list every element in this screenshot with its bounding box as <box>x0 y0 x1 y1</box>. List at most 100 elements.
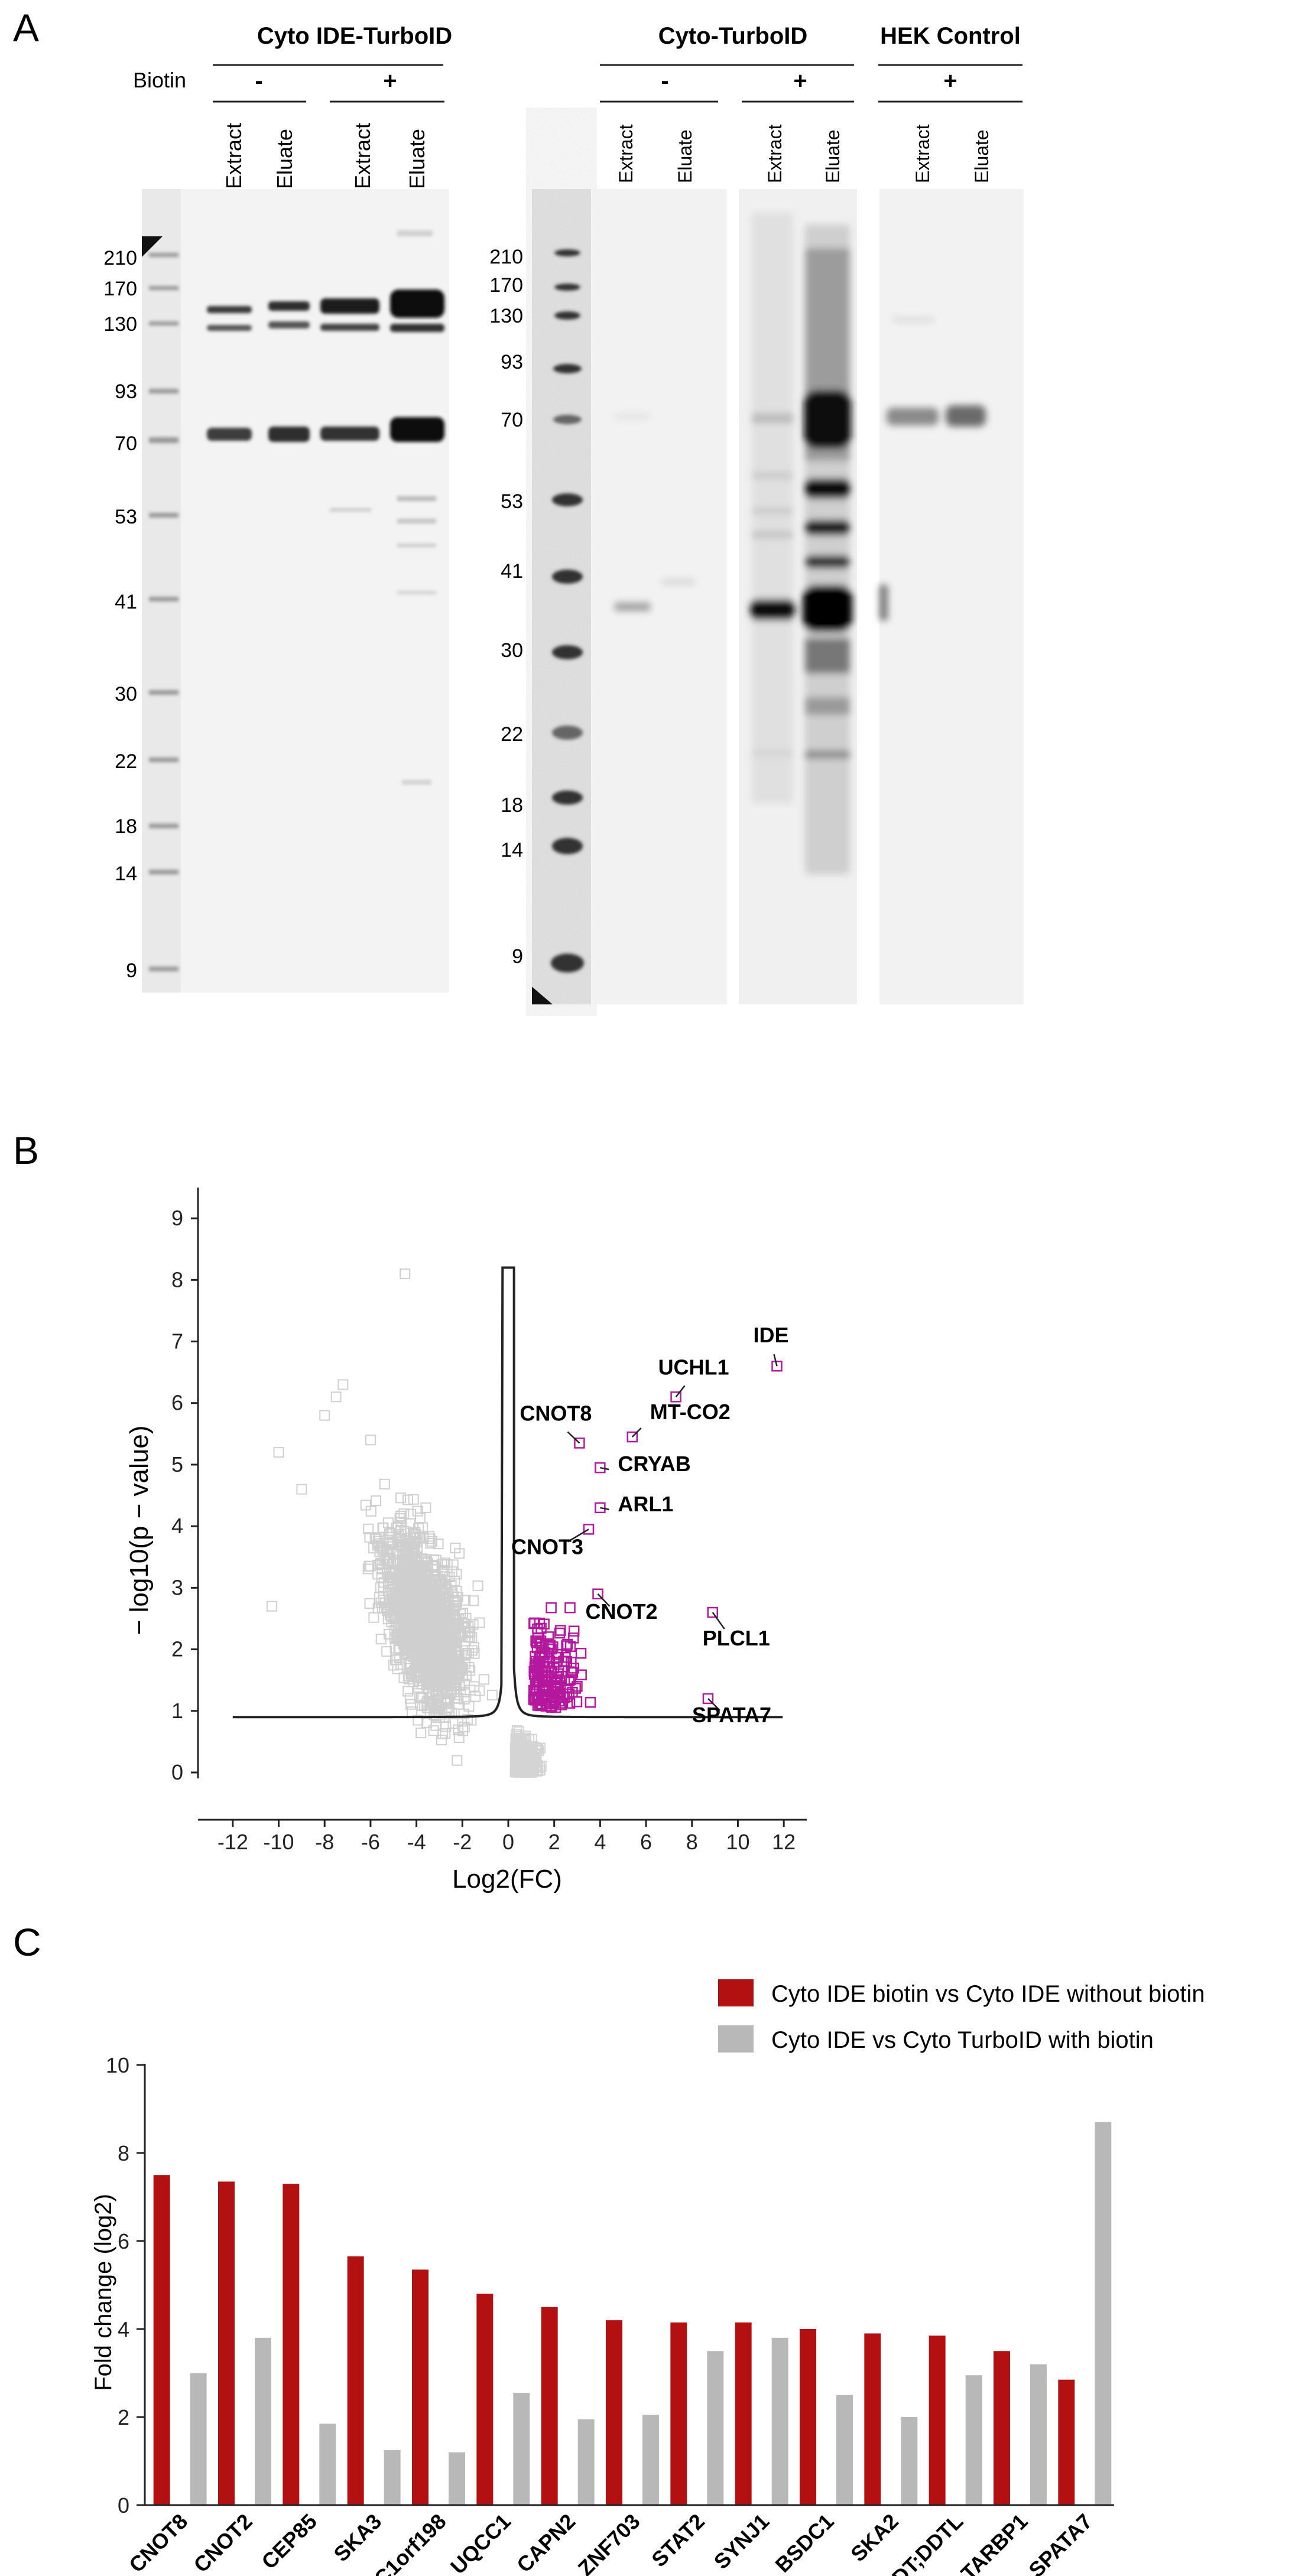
mw-marker: 14 <box>501 839 523 861</box>
point-label: UCHL1 <box>658 1355 729 1379</box>
background-point <box>469 1648 480 1659</box>
background-point <box>273 1447 284 1458</box>
background-point <box>360 1500 371 1511</box>
y-tick-label: 8 <box>171 1267 183 1292</box>
background-point <box>459 1686 470 1697</box>
bar-series-1 <box>994 2351 1010 2505</box>
background-point <box>446 1566 457 1578</box>
background-point <box>375 1597 387 1608</box>
background-point <box>422 1676 433 1687</box>
background-point <box>439 1557 450 1569</box>
labeled-point <box>592 1588 603 1600</box>
background-point <box>458 1708 469 1719</box>
category-label: SYNJ1 <box>709 2509 774 2574</box>
background-point <box>520 1761 531 1772</box>
gel2-plus: + <box>793 68 807 94</box>
background-point <box>384 1528 395 1539</box>
bar-series-2 <box>965 2375 982 2505</box>
significant-point <box>552 1648 563 1660</box>
bar-series-2 <box>255 2337 271 2505</box>
point-label: IDE <box>753 1323 788 1347</box>
background-point <box>421 1641 432 1653</box>
background-point <box>433 1684 444 1695</box>
significant-point <box>561 1638 573 1650</box>
background-point <box>389 1642 401 1654</box>
point-label: CNOT3 <box>511 1534 583 1559</box>
background-point <box>439 1599 450 1611</box>
fold-change-bar-chart: C Cyto IDE biotin vs Cyto IDE without bi… <box>13 1920 1205 2576</box>
y-tick-label: 3 <box>171 1575 183 1599</box>
background-point <box>459 1693 470 1705</box>
background-point <box>378 1543 389 1554</box>
gel1-membrane <box>142 189 449 993</box>
bar-series-2 <box>707 2351 724 2505</box>
point-label: SPATA7 <box>692 1703 771 1727</box>
x-tick-label: -8 <box>315 1830 334 1854</box>
background-point <box>406 1671 417 1682</box>
background-point <box>414 1513 426 1524</box>
labeled-point <box>707 1606 718 1618</box>
point-label: CNOT2 <box>585 1599 657 1624</box>
gel2-mw-markers: 210 170 130 93 70 53 41 30 22 18 14 9 <box>489 246 523 968</box>
mw-marker: 170 <box>489 274 523 297</box>
lane-label-extract: Extract <box>222 123 246 189</box>
background-point <box>375 1634 387 1645</box>
bar-series-2 <box>642 2415 659 2505</box>
background-point <box>474 1617 485 1628</box>
background-point <box>378 1594 389 1605</box>
background-point <box>385 1547 396 1558</box>
label-leader <box>597 1593 611 1607</box>
bar-series-1 <box>864 2333 881 2505</box>
y-tick-label: 6 <box>171 1391 183 1415</box>
background-point <box>400 1554 411 1566</box>
y-tick-label: 9 <box>171 1206 183 1230</box>
gel2-minus: - <box>661 68 668 94</box>
category-label: SPATA7 <box>1024 2509 1097 2576</box>
label-leader <box>707 1698 720 1711</box>
background-point <box>533 1765 544 1777</box>
significant-point <box>564 1602 576 1614</box>
background-point <box>402 1494 414 1505</box>
background-point <box>465 1684 476 1696</box>
background-point <box>365 1505 376 1517</box>
labeled-point <box>702 1693 714 1705</box>
volcano-ylabel: − log10(p − value) <box>125 1426 154 1635</box>
bar-ylabel: Fold change (log2) <box>90 2194 116 2391</box>
panel-b-label: B <box>13 1128 39 1172</box>
background-point <box>426 1592 437 1604</box>
legend-label-series-1: Cyto IDE biotin vs Cyto IDE without biot… <box>771 1981 1205 2007</box>
background-point <box>395 1659 407 1670</box>
labeled-point <box>574 1437 585 1449</box>
significant-point <box>533 1675 544 1686</box>
gel1-title: Cyto IDE-TurboID <box>257 23 452 49</box>
background-point <box>363 1523 374 1534</box>
background-point <box>512 1755 523 1766</box>
gel2-plus-membrane <box>739 189 857 1004</box>
mw-marker: 30 <box>501 639 523 662</box>
y-tick-label: 0 <box>171 1760 183 1784</box>
significant-point <box>534 1617 546 1629</box>
gel1-minus: - <box>255 68 262 94</box>
background-point <box>449 1668 460 1680</box>
background-point <box>384 1552 395 1563</box>
significant-point <box>561 1640 572 1651</box>
background-point <box>450 1543 461 1554</box>
background-point <box>452 1755 463 1766</box>
labeled-point <box>626 1431 638 1443</box>
y-tick-label: 5 <box>171 1452 183 1476</box>
background-point <box>365 1435 376 1446</box>
background-point <box>424 1632 435 1644</box>
lane-label-eluate: Eluate <box>971 129 992 183</box>
bar-series-1 <box>541 2307 558 2505</box>
gel2-ladder-strip <box>532 189 591 1004</box>
background-point <box>433 1639 444 1650</box>
volcano-significant-points <box>528 1360 783 1713</box>
significant-point <box>537 1661 548 1672</box>
point-label: PLCL1 <box>703 1626 770 1650</box>
mw-marker: 30 <box>115 683 137 705</box>
mw-marker: 14 <box>115 863 137 885</box>
mw-marker: 53 <box>501 490 523 513</box>
point-label: CRYAB <box>618 1452 690 1476</box>
background-point <box>371 1495 382 1507</box>
